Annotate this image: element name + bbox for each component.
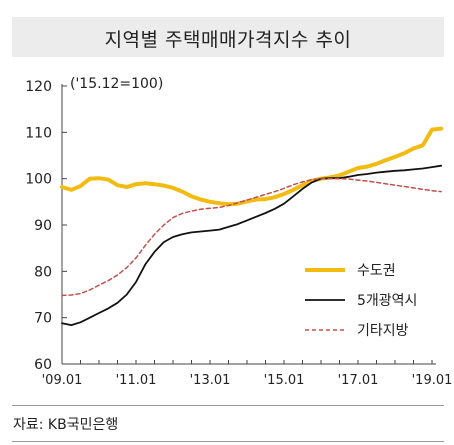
x-tick-label: '19.01 xyxy=(412,373,453,388)
series-line-other xyxy=(61,177,442,297)
y-tick-label: 120 xyxy=(25,79,52,95)
y-tick-label: 80 xyxy=(34,264,52,280)
legend-label-metro: 5개광역시 xyxy=(357,293,417,309)
y-tick-label: 110 xyxy=(25,125,52,141)
x-tick-label: '17.01 xyxy=(338,373,379,388)
title-bar: 지역별 주택매매가격지수 추이 xyxy=(12,17,444,57)
index-base-annotation: ('15.12=100) xyxy=(70,76,163,92)
source-note: 자료: KB국민은행 xyxy=(13,417,119,433)
x-tick-label: '11.01 xyxy=(116,373,157,388)
y-tick-label: 70 xyxy=(34,311,52,327)
series-line-metro xyxy=(61,164,443,327)
footer-bottom-rule xyxy=(12,441,444,442)
footer-divider xyxy=(12,405,444,406)
series-line-sudogwon xyxy=(60,126,444,207)
chart-title: 지역별 주택매매가격지수 추이 xyxy=(104,29,352,51)
x-tick-label: '15.01 xyxy=(264,373,305,388)
axes: 60 70 80 90 100 110 120 '09.01 '11.01 '13.01 '15.0… xyxy=(25,76,452,388)
legend-label-other: 기타지방 xyxy=(357,323,409,339)
x-tick-label: '13.01 xyxy=(190,373,231,388)
series-lines xyxy=(60,126,444,327)
legend-label-sudogwon: 수도권 xyxy=(357,263,396,279)
x-tick-label: '09.01 xyxy=(42,373,83,388)
y-tick-label: 60 xyxy=(34,357,52,373)
y-tick-label: 90 xyxy=(34,218,52,234)
y-tick-label: 100 xyxy=(25,172,52,188)
